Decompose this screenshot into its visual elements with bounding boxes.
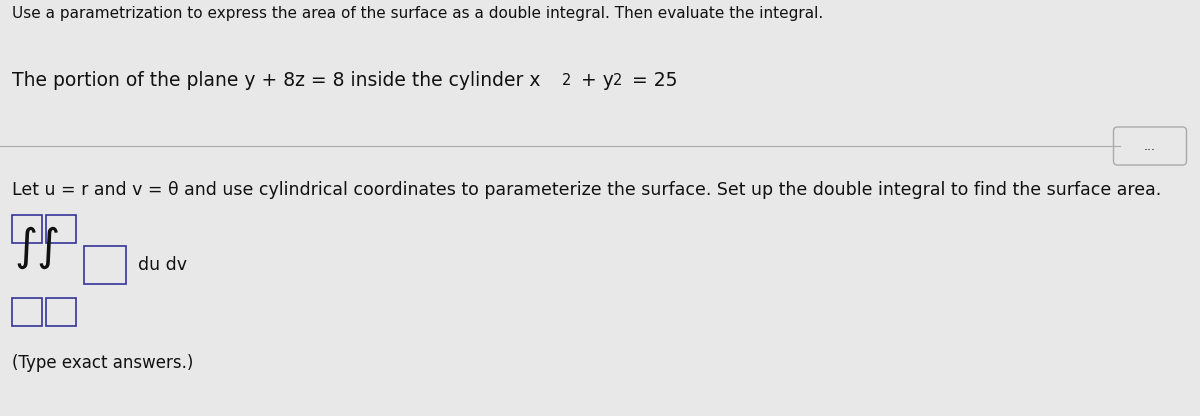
Bar xyxy=(84,246,126,284)
Text: Use a parametrization to express the area of the surface as a double integral. T: Use a parametrization to express the are… xyxy=(12,6,823,21)
Text: ...: ... xyxy=(1144,139,1156,153)
Text: du dv: du dv xyxy=(138,256,187,274)
Text: (Type exact answers.): (Type exact answers.) xyxy=(12,354,193,372)
Bar xyxy=(46,298,76,326)
Bar xyxy=(46,215,76,243)
Text: 2: 2 xyxy=(562,73,571,88)
Text: + y: + y xyxy=(575,71,614,90)
Bar xyxy=(12,298,42,326)
Text: = 25: = 25 xyxy=(626,71,678,90)
FancyBboxPatch shape xyxy=(1114,127,1187,165)
Text: 2: 2 xyxy=(613,73,623,88)
Text: ∫∫: ∫∫ xyxy=(14,226,60,269)
Text: The portion of the plane y + 8z = 8 inside the cylinder x: The portion of the plane y + 8z = 8 insi… xyxy=(12,71,540,90)
Bar xyxy=(12,215,42,243)
Text: Let u = r and v = θ and use cylindrical coordinates to parameterize the surface.: Let u = r and v = θ and use cylindrical … xyxy=(12,181,1162,199)
